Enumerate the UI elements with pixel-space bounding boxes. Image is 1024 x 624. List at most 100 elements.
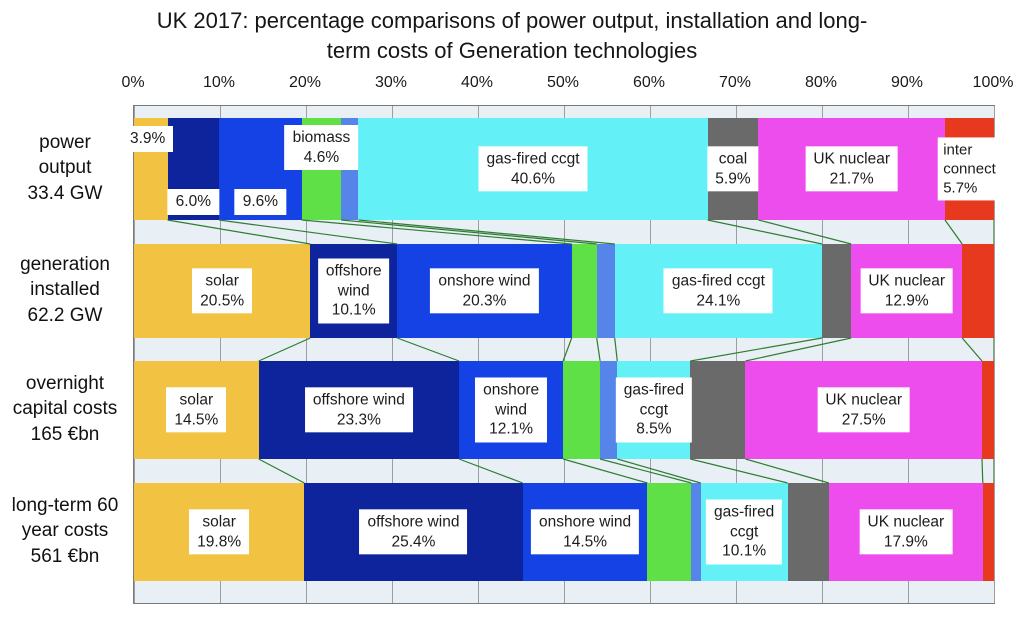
segment-coal: [690, 361, 746, 459]
row-label: long-term 60 year costs 561 €bn: [11, 495, 119, 567]
connector-line: [301, 219, 572, 245]
segment-interconnect: inter connect 5.7%: [938, 118, 1001, 220]
segment-onshore-wind: onshore wind 12.1%: [459, 361, 564, 459]
connector-line: [167, 219, 311, 245]
connector-line: [614, 337, 618, 362]
axis-tick-label: 50%: [546, 74, 580, 91]
segment-solar: solar 19.8%: [134, 483, 305, 581]
axis-tick-label: 90%: [890, 74, 924, 91]
axis-tick-label: 40%: [460, 74, 494, 91]
segment-gas-fired-ccgt: gas-fired ccgt 24.1%: [614, 244, 822, 338]
segment-unlabeled-light-blue: [691, 483, 701, 581]
segment-UK-nuclear: UK nuclear 27.5%: [745, 361, 982, 459]
connector-line: [258, 458, 305, 484]
connector-line: [745, 458, 830, 484]
connector-line: [599, 458, 692, 484]
segment-label: 9.6%: [234, 189, 287, 215]
segment-coal: [787, 483, 829, 581]
segment-label: offshore wind 23.3%: [304, 387, 413, 433]
axis-tick-label: 100%: [972, 74, 1014, 91]
axis-tick-label: 70%: [718, 74, 752, 91]
segment-label: gas-fired ccgt 10.1%: [706, 499, 783, 565]
segment-label: UK nuclear 27.5%: [817, 387, 911, 433]
gridline: [219, 106, 221, 603]
bar-row: solar 19.8% offshore wind 25.4% onshore wi…: [134, 483, 994, 581]
segment-label: coal 5.9%: [707, 146, 759, 192]
connector-line: [396, 337, 460, 362]
bar-row: 3.9% 6.0% 9.6% biomass 4.6% gas-fired ccgt 4…: [122, 118, 1001, 220]
segment-label: 6.0%: [167, 189, 219, 215]
connector-line: [358, 219, 615, 245]
axis-tick-label: 60%: [632, 74, 666, 91]
segment-biomass: biomass 4.6%: [284, 118, 359, 220]
segment-interconnect: [962, 244, 994, 338]
connector-line: [458, 458, 523, 484]
row-label: power output 33.4 GW: [27, 132, 103, 204]
segment-unlabeled-light-blue: [600, 361, 618, 459]
bar-row: solar 20.5% offshore wind 10.1% onshore wi…: [134, 244, 994, 338]
axis-tick-label: 20%: [288, 74, 322, 91]
chart-title: UK 2017: percentage comparisons of power…: [156, 8, 868, 63]
segment-onshore-wind: onshore wind 20.3%: [397, 244, 572, 338]
segment-coal: [822, 244, 852, 338]
connector-line: [690, 337, 823, 362]
axis-tick-label: 10%: [202, 74, 236, 91]
segment-label: offshore wind 10.1%: [317, 258, 390, 324]
segment-offshore-wind: offshore wind 25.4%: [304, 483, 523, 581]
segment-gas-fired-ccgt: gas-fired ccgt 40.6%: [358, 118, 708, 220]
gridline: [649, 106, 651, 603]
segment-label: gas-fired ccgt 8.5%: [615, 377, 693, 443]
row-label: generation installed 62.2 GW: [20, 254, 110, 326]
segment-label: gas-fired ccgt 24.1%: [663, 268, 773, 314]
gridline: [133, 106, 135, 603]
segment-offshore-wind: 6.0%: [167, 118, 220, 220]
segment-unlabeled-light-blue: [596, 244, 615, 338]
segment-UK-nuclear: UK nuclear 12.9%: [851, 244, 963, 338]
segment-label: inter connect 5.7%: [938, 137, 1001, 201]
segment-label: solar 20.5%: [192, 268, 253, 314]
axis-tick-label: 30%: [374, 74, 408, 91]
segment-biomass: [571, 244, 597, 338]
connector-line: [961, 337, 983, 362]
row-label: overnight capital costs 165 €bn: [12, 373, 118, 445]
segment-UK-nuclear: UK nuclear 17.9%: [828, 483, 983, 581]
segment-biomass: [647, 483, 692, 581]
connector-line: [981, 458, 984, 484]
segment-coal: coal 5.9%: [707, 118, 759, 220]
segment-solar: solar 20.5%: [134, 244, 311, 338]
segment-interconnect: [982, 483, 994, 581]
segment-label: UK nuclear 12.9%: [860, 268, 954, 314]
connector-line: [690, 458, 788, 484]
segment-label: 3.9%: [122, 126, 174, 152]
gridline: [993, 106, 995, 603]
segment-onshore-wind: onshore wind 14.5%: [522, 483, 648, 581]
segment-label: gas-fired ccgt 40.6%: [478, 146, 588, 192]
connector-line: [707, 219, 823, 245]
segment-label: onshore wind 12.1%: [475, 377, 548, 443]
axis-tick-label: 80%: [804, 74, 838, 91]
segment-label: solar 19.8%: [189, 509, 250, 555]
connector-line: [617, 458, 701, 484]
connector-line: [758, 219, 852, 245]
axis-tick-label: 0%: [121, 74, 145, 91]
plot-area: 3.9% 6.0% 9.6% biomass 4.6% gas-fired ccgt 4…: [122, 105, 1001, 604]
connector-line: [562, 458, 648, 484]
gridline: [391, 106, 393, 603]
connector-line: [341, 219, 597, 245]
segment-label: UK nuclear 17.9%: [859, 509, 953, 555]
segment-label: onshore wind 20.3%: [430, 268, 539, 314]
bar-row: solar 14.5% offshore wind 23.3% onshore wi…: [134, 361, 994, 459]
segment-solar: 3.9%: [122, 118, 174, 220]
connector-line: [258, 337, 311, 362]
segment-label: UK nuclear 21.7%: [805, 146, 898, 192]
segment-label: biomass 4.6%: [284, 125, 359, 171]
segment-interconnect: [981, 361, 994, 459]
segment-offshore-wind: offshore wind 23.3%: [258, 361, 460, 459]
gridline: [907, 106, 909, 603]
segment-biomass: [563, 361, 601, 459]
segment-label: onshore wind 14.5%: [530, 509, 640, 555]
segment-label: solar 14.5%: [166, 387, 227, 433]
segment-UK-nuclear: UK nuclear 21.7%: [758, 118, 945, 220]
segment-solar: solar 14.5%: [134, 361, 259, 459]
segment-gas-fired-ccgt: gas-fired ccgt 10.1%: [700, 483, 788, 581]
